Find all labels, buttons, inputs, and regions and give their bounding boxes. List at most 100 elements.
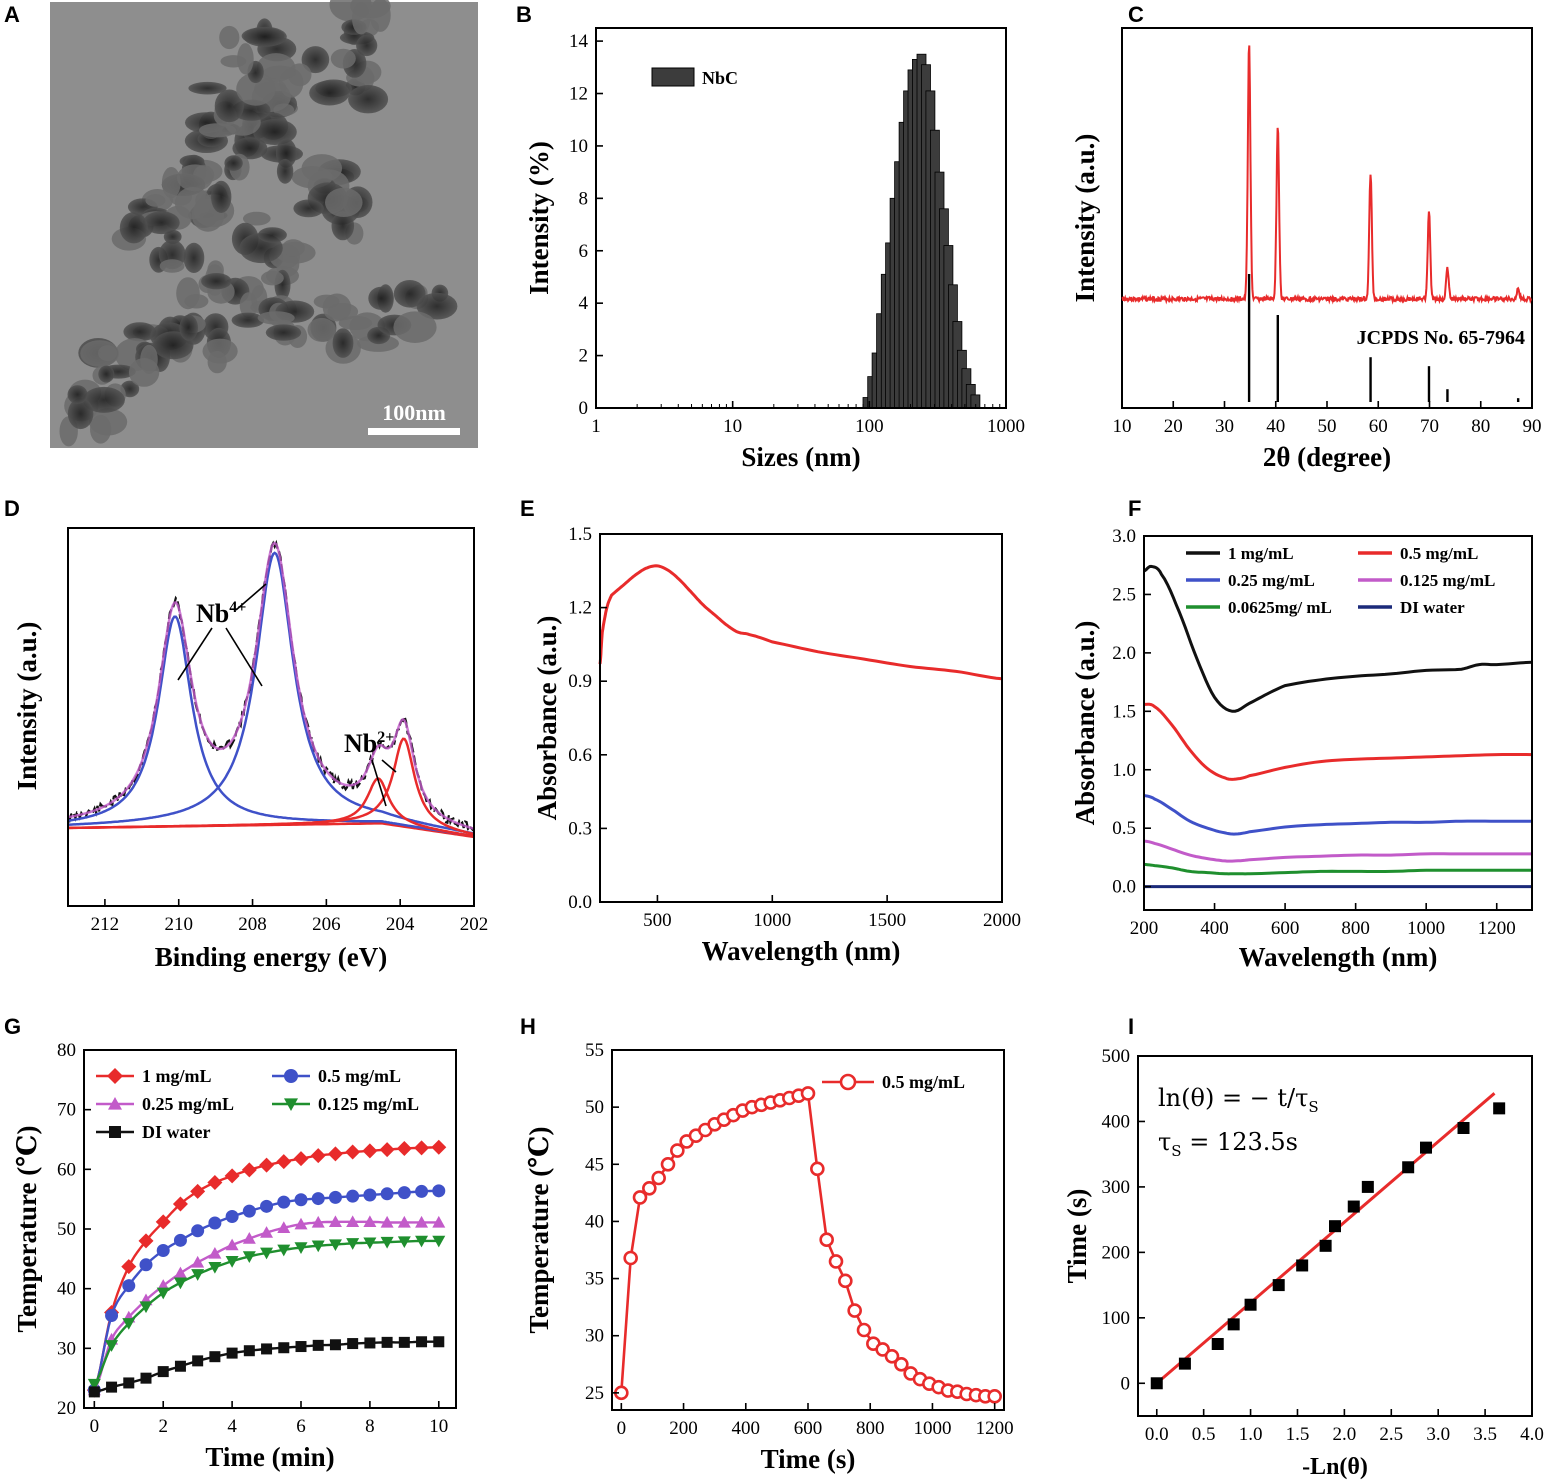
x-tick-label: 60: [1369, 416, 1388, 437]
nanoparticle: [98, 345, 118, 362]
nanoparticle: [369, 0, 391, 32]
tau-value-label: τS = 123.5s: [1158, 1128, 1298, 1160]
x-tick-label: 10: [429, 1416, 448, 1437]
data-point-circle: [987, 1388, 1002, 1404]
data-point-diamond: [190, 1183, 206, 1199]
data-point-triangle: [397, 1215, 411, 1228]
x-tick-label: 1000: [753, 910, 791, 931]
data-point-circle: [884, 1348, 900, 1364]
y-tick-label: 0: [1121, 1373, 1131, 1394]
data-point-square: [1419, 1141, 1432, 1154]
data-point-triangle: [415, 1235, 429, 1248]
data-point-square: [381, 1336, 393, 1348]
x-tick-label: 3.0: [1426, 1424, 1450, 1445]
plot-frame: [1121, 27, 1533, 409]
x-tick-label: 1000: [1407, 918, 1445, 939]
x-axis-label: Wavelength (nm): [702, 936, 901, 966]
data-point-triangle: [346, 1215, 360, 1228]
panel-label: D: [4, 496, 20, 521]
panel-g: G 0 2 4 6 8 10 20 30 40 50 60 70 80 1 mg/mL 0.5 mg/mL 0.…: [4, 1014, 457, 1472]
data-point-circle: [284, 1069, 298, 1083]
x-tick-label: 202: [460, 914, 489, 935]
data-point-square: [1150, 1377, 1163, 1390]
y-tick-label: 60: [57, 1159, 76, 1180]
nanoparticle: [293, 199, 324, 218]
series-line: [1143, 839, 1532, 863]
nanoparticle: [257, 227, 287, 243]
nanoparticle: [67, 385, 88, 404]
legend-label: 0.5 mg/mL: [318, 1066, 401, 1086]
x-tick-label: 50: [1318, 416, 1337, 437]
panel-label: B: [516, 2, 532, 27]
data-point-square: [1319, 1239, 1332, 1252]
annotation-base: Nb: [196, 599, 229, 628]
y-tick-label: 0.3: [568, 818, 592, 839]
y-axis-label: Temperature (℃): [524, 1126, 554, 1333]
nb4-annotation: Nb4+: [196, 599, 246, 628]
data-point-triangle: [380, 1236, 394, 1249]
y-tick-label: 400: [1102, 1111, 1131, 1132]
panel-h: H 0 200 400 600 800 1000 1200 25 30 35 40 45 50 55 0.5 …: [520, 1014, 1014, 1474]
data-point-circle: [847, 1303, 862, 1318]
annotation-superscript: 2+: [377, 729, 394, 746]
x-tick-label: 1: [591, 416, 601, 437]
y-axis-label: Intensity (a.u.): [1070, 134, 1100, 303]
x-tick-label: 0: [90, 1416, 100, 1437]
data-point-square: [123, 1377, 135, 1389]
legend-label: DI water: [1400, 598, 1465, 617]
y-tick-label: 30: [57, 1338, 76, 1359]
x-axis-label: Time (s): [761, 1444, 856, 1474]
nanoparticle: [179, 314, 198, 341]
data-point-square: [209, 1351, 221, 1363]
y-tick-label: 0.6: [568, 745, 592, 766]
y-tick-label: 0.5: [1112, 818, 1136, 839]
nb2-component-line: [67, 737, 475, 836]
nanoparticle: [291, 166, 333, 189]
x-tick-label: 210: [164, 914, 193, 935]
data-point-triangle: [108, 1097, 122, 1110]
data-point-triangle: [173, 1277, 187, 1290]
nanoparticle: [67, 398, 94, 430]
data-point-triangle: [105, 1340, 119, 1352]
data-point-square: [261, 1343, 273, 1355]
nanoparticle: [330, 48, 356, 69]
x-tick-label: 2000: [983, 910, 1021, 931]
data-point-circle: [191, 1224, 205, 1238]
nanoparticle: [90, 415, 112, 444]
equation-label: ln(θ) = − t/τS: [1158, 1084, 1319, 1116]
x-tick-label: 20: [1164, 416, 1183, 437]
nanoparticle: [352, 2, 371, 35]
data-point-square: [243, 1345, 255, 1357]
panel-c: C 10 20 30 40 50 60 70 80 90 JCPDS No. 65-7964 2θ (…: [1070, 2, 1542, 472]
x-tick-label: 206: [312, 914, 341, 935]
nanoparticle: [256, 53, 296, 82]
data-point-circle: [839, 1073, 857, 1091]
y-tick-label: 1.5: [568, 524, 592, 545]
panel-e: E 500 1000 1500 2000 0.0 0.3 0.6 0.9 1.2 1.5 Wavele…: [520, 496, 1021, 966]
nanoparticle: [242, 211, 271, 226]
legend-label: 1 mg/mL: [1228, 544, 1294, 563]
data-point-triangle: [311, 1240, 325, 1253]
data-point-diamond: [362, 1143, 378, 1159]
data-point-circle: [819, 1232, 834, 1248]
x-tick-label: 0: [617, 1418, 627, 1439]
data-point-diamond: [107, 1068, 123, 1084]
y-tick-label: 40: [57, 1279, 76, 1300]
data-point-diamond: [327, 1146, 343, 1162]
y-tick-label: 2: [579, 346, 589, 367]
nanoparticle: [198, 123, 237, 138]
data-point-square: [88, 1386, 100, 1398]
equation-text: ln(θ) = − t/τ: [1158, 1084, 1308, 1112]
legend-label: 0.25 mg/mL: [1228, 571, 1315, 590]
legend-label: 0.0625mg/ mL: [1228, 598, 1332, 617]
data-point-circle: [660, 1156, 676, 1172]
data-point-triangle: [346, 1238, 360, 1250]
data-point-triangle: [208, 1246, 222, 1259]
y-tick-label: 1.5: [1112, 701, 1136, 722]
data-point-triangle: [242, 1251, 256, 1263]
nanoparticle: [183, 242, 205, 273]
data-point-square: [1457, 1122, 1470, 1134]
x-tick-label: 600: [1271, 918, 1300, 939]
xrd-pattern-line: [1121, 45, 1532, 305]
